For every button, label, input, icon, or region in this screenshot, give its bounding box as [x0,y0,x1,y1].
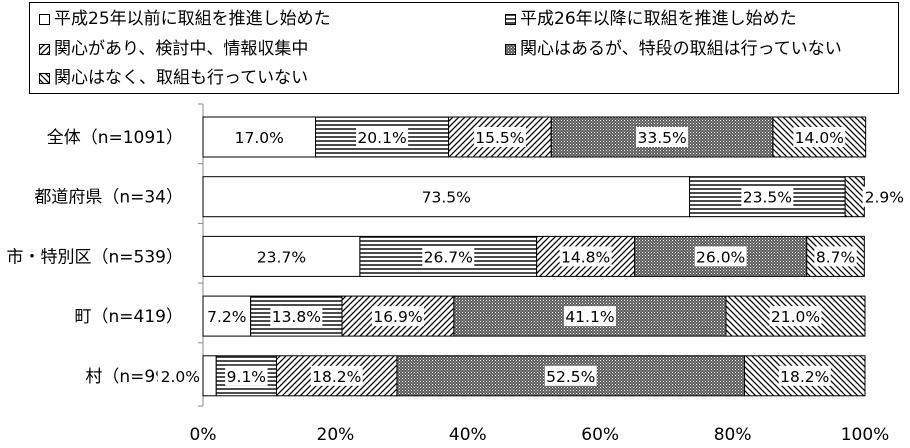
x-tick-label: 80% [714,425,752,445]
data-label: 14.8% [561,248,610,266]
legend-label: 平成25年以前に取組を推進し始めた [54,9,331,29]
data-label-bg [255,246,308,267]
legend-item-2: 平成26年以降に取組を推進し始めた [505,9,797,29]
bar-segment [844,176,865,218]
legend-item-1: 平成25年以前に取組を推進し始めた [39,9,331,29]
data-label: 73.5% [422,189,471,207]
data-label-bg [559,246,612,267]
data-label: 33.5% [637,129,686,147]
data-label-bg [778,365,831,386]
data-label: 26.7% [424,248,473,266]
legend-item-3: 関心があり、検討中、情報収集中 [39,39,308,59]
data-label: 23.7% [257,248,306,266]
category-label: 町（n=419） [75,307,183,327]
data-label: 8.7% [816,248,855,266]
legend-swatch-blank [39,13,50,25]
data-label: 23.5% [743,189,792,207]
data-label-bg [371,306,424,327]
data-label: 13.8% [272,308,321,326]
legend: 平成25年以前に取組を推進し始めた 平成26年以降に取組を推進し始めた 関心があ… [29,2,899,94]
data-label: 2.9% [865,189,904,207]
data-label-bg [270,306,323,327]
data-label: 18.2% [312,368,361,386]
x-tick-label: 100% [841,425,890,445]
data-label-bg [563,306,616,327]
data-label: 20.1% [357,129,406,147]
data-label-bg [694,246,747,267]
x-tick-label: 60% [581,425,619,445]
data-label-bg [814,246,857,267]
legend-swatch-back-diagonal [39,72,50,84]
data-label-bg [205,306,249,327]
data-label-bg [157,365,200,386]
data-label-bg [225,365,268,386]
legend-item-4: 関心はあるが、特段の取組は行っていない [505,39,842,59]
data-label: 2.0% [161,368,200,386]
legend-swatch-dense-dots [505,43,516,55]
legend-label: 関心があり、検討中、情報収集中 [54,39,309,59]
data-label: 17.0% [235,129,284,147]
data-label: 41.1% [565,308,614,326]
data-label: 21.0% [771,308,820,326]
data-label-bg [741,186,794,207]
data-label-bg [420,186,473,207]
data-label-bg [544,365,597,386]
data-label-bg [356,127,409,147]
data-label: 9.1% [227,368,266,386]
data-label: 7.2% [207,308,246,326]
data-label: 15.5% [475,129,524,147]
legend-item-5: 関心はなく、取組も行っていない [39,68,308,88]
category-label: 都道府県（n=34） [34,188,183,208]
legend-label: 関心はなく、取組も行っていない [54,68,309,88]
data-label-bg [862,186,905,207]
legend-label: 平成26年以降に取組を推進し始めた [520,9,797,29]
data-label-bg [310,365,363,386]
data-label-bg [769,306,822,327]
legend-label: 関心はあるが、特段の取組は行っていない [520,39,842,59]
data-label-bg [233,127,286,147]
data-label: 26.0% [696,248,745,266]
x-tick-label: 0% [190,425,217,445]
data-label-bg [473,127,526,147]
data-label: 18.2% [780,368,829,386]
data-label-bg [793,127,846,147]
legend-swatch-forward-diagonal [39,43,50,55]
category-label: 全体（n=1091） [47,128,183,148]
x-tick-label: 40% [449,425,487,445]
data-label: 52.5% [546,368,595,386]
data-label: 14.0% [795,129,844,147]
data-label-bg [422,246,475,267]
category-label: 市・特別区（n=539） [7,247,183,267]
data-label: 16.9% [373,308,422,326]
bar-segment [202,355,217,397]
legend-swatch-horizontal-lines [505,13,516,25]
data-label-bg [636,127,689,147]
x-tick-label: 20% [317,425,355,445]
